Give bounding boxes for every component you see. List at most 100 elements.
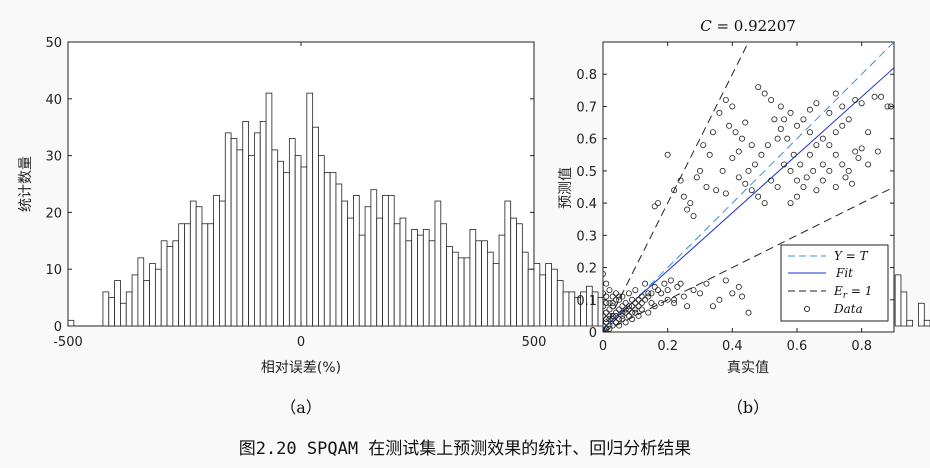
data-point [790,151,797,158]
data-point [826,142,833,149]
data-point [674,283,681,290]
data-point [781,116,788,123]
histogram-bar [376,217,383,327]
histogram-bar [318,155,325,327]
data-point [729,290,736,297]
data-point [803,174,810,181]
data-point [797,161,804,168]
histogram-bar [67,319,75,327]
histogram-bar [463,257,471,327]
data-point [625,312,632,319]
data-point [735,283,742,290]
data-point [609,322,616,329]
data-point [716,109,723,116]
data-point [729,103,736,110]
data-point [625,290,632,297]
data-point [874,148,881,155]
data-point [794,177,801,184]
data-point [606,325,613,332]
data-point [761,200,768,207]
histogram-bar [440,223,448,327]
histogram-ytick-label: 20 [45,206,62,221]
data-point [806,129,813,136]
data-point [832,151,839,158]
histogram-bar [189,200,197,327]
histogram-bar [399,217,407,327]
histogram-bar [347,217,354,327]
data-point [690,287,697,294]
scatter-ytick-label: 0.2 [576,262,597,277]
data-point [648,290,655,297]
data-point [832,183,839,190]
histogram-bar [452,251,459,327]
scatter-ytick-label: 0.8 [576,68,597,83]
histogram-xlabel: 相对误差(%) [261,360,341,376]
scatter-xtick-label: 0.6 [787,339,808,354]
data-point [622,309,629,316]
data-point [603,312,606,319]
legend-box [780,244,889,322]
scatter-subplot-label: （b） [727,398,769,417]
data-point [726,122,733,129]
histogram-bar [335,183,343,327]
data-point [858,100,865,107]
data-point [612,296,619,303]
histogram-bar [143,280,150,327]
data-point [642,280,649,287]
legend-label-fit: Fit [835,266,853,280]
histogram-bar [551,268,558,327]
scatter-ytick-label: 0.3 [576,229,597,244]
data-point [616,306,623,313]
data-point [603,280,610,287]
histogram-subplot-label: （a） [280,398,322,417]
data-point [645,309,652,316]
data-point [680,293,687,300]
data-point [842,174,849,181]
data-point [619,309,626,316]
data-point [784,135,791,142]
data-point [658,290,665,297]
data-point [654,287,661,294]
histogram-bar [353,194,360,327]
data-point [800,116,807,123]
scatter-ytick-label: 0.6 [576,133,597,148]
data-point [832,129,839,136]
scatter-xlabel: 真实值 [727,360,769,376]
data-point [709,303,716,310]
histogram-bar [527,268,535,327]
histogram-bar [120,302,127,327]
data-point [651,283,658,290]
histogram-bar [195,206,203,327]
data-point [603,290,606,297]
data-point [616,296,623,303]
scatter-ytick-label: 0.1 [576,294,597,309]
histogram-bar [358,234,366,327]
data-point [690,212,697,219]
data-point [638,293,645,300]
data-point [677,280,684,287]
histogram-bar [417,234,424,327]
data-point [703,280,710,287]
data-point [629,316,636,323]
data-point [700,142,707,149]
histogram-bar [900,291,908,327]
data-point [722,97,729,104]
histogram-ytick-label: 50 [45,36,62,51]
histogram-bar [411,229,418,327]
data-point [603,319,610,326]
data-point [845,116,852,123]
histogram-bar [539,274,547,327]
scatter-ytick-label: 0.7 [576,100,597,115]
data-point [709,129,716,136]
data-point [826,109,833,116]
data-point [622,299,629,306]
legend-swatch-data [803,305,811,313]
data-point [606,306,613,313]
data-point [603,271,606,277]
histogram-bar [230,138,238,327]
data-point [768,177,775,184]
legend-label-y-equals-t: Y = T [834,249,869,263]
data-point [758,151,765,158]
data-point [609,299,616,306]
data-point [671,299,678,306]
